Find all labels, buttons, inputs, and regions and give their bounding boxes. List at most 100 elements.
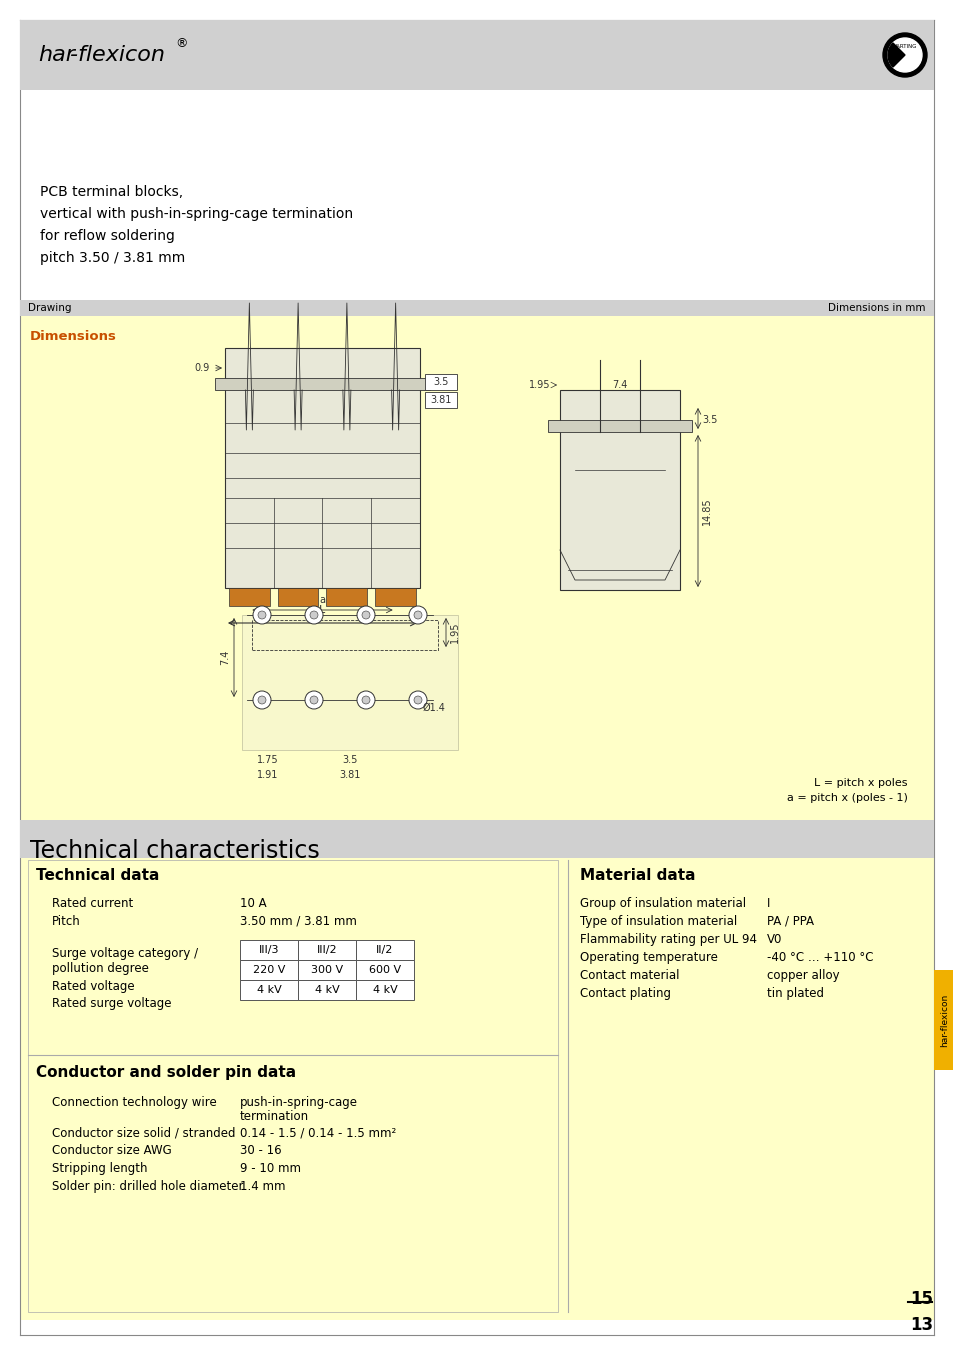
Bar (572, 860, 923, 1312)
Text: 3.5: 3.5 (433, 377, 448, 387)
Text: a = pitch x (poles - 1): a = pitch x (poles - 1) (786, 792, 907, 803)
Bar (277, 589, 318, 606)
Bar (240, 980, 297, 1000)
Text: Solder pin: drilled hole diameter: Solder pin: drilled hole diameter (52, 1180, 243, 1193)
Text: Drawing: Drawing (28, 302, 71, 313)
Text: 0.9: 0.9 (194, 363, 210, 373)
Text: Contact material: Contact material (579, 969, 679, 981)
Text: Rated current: Rated current (52, 896, 133, 910)
Bar (20, 20, 933, 90)
Text: Stripping length: Stripping length (52, 1162, 148, 1174)
Bar (933, 971, 953, 1071)
Text: 1.95: 1.95 (528, 379, 550, 390)
Text: Dimensions: Dimensions (30, 329, 117, 343)
Text: Group of insulation material: Group of insulation material (579, 896, 745, 910)
Text: 1.4 mm: 1.4 mm (240, 1180, 285, 1193)
Text: Conductor size solid / stranded: Conductor size solid / stranded (52, 1126, 235, 1139)
Bar (326, 589, 367, 606)
Text: Material data: Material data (579, 868, 695, 883)
Text: Conductor and solder pin data: Conductor and solder pin data (36, 1065, 295, 1080)
Text: Rated voltage: Rated voltage (52, 980, 134, 994)
Bar (20, 90, 933, 300)
Text: Connection technology wire: Connection technology wire (52, 1096, 216, 1108)
Bar (297, 980, 355, 1000)
Circle shape (257, 612, 266, 620)
Text: 1.91: 1.91 (256, 769, 278, 780)
Text: 14.85: 14.85 (701, 497, 711, 525)
Circle shape (361, 697, 370, 703)
Bar (355, 960, 414, 980)
Bar (375, 589, 416, 606)
Text: HARTING: HARTING (892, 43, 916, 49)
Text: Type of insulation material: Type of insulation material (579, 915, 737, 927)
Text: 3.5: 3.5 (701, 414, 717, 425)
Text: 30 - 16: 30 - 16 (240, 1143, 281, 1157)
Text: Dimensions in mm: Dimensions in mm (827, 302, 925, 313)
Circle shape (253, 691, 271, 709)
Bar (240, 960, 297, 980)
Circle shape (414, 612, 421, 620)
Text: 220 V: 220 V (253, 965, 285, 975)
Text: Contact plating: Contact plating (579, 987, 670, 1000)
Text: L: L (319, 605, 325, 616)
Text: push-in-spring-cage: push-in-spring-cage (240, 1096, 357, 1108)
Circle shape (305, 606, 323, 624)
Text: 7.4: 7.4 (220, 649, 230, 666)
Text: 9 - 10 mm: 9 - 10 mm (240, 1162, 301, 1174)
Text: ®: ® (174, 38, 188, 50)
Bar (20, 819, 933, 859)
Text: 10 A: 10 A (240, 896, 266, 910)
Bar (20, 859, 933, 1320)
Text: for reflow soldering: for reflow soldering (40, 230, 174, 243)
Text: Rated surge voltage: Rated surge voltage (52, 998, 172, 1010)
Text: Operating temperature: Operating temperature (579, 950, 717, 964)
Text: Pitch: Pitch (52, 915, 81, 927)
Text: 300 V: 300 V (311, 965, 343, 975)
Text: har: har (38, 45, 74, 65)
Text: pollution degree: pollution degree (52, 963, 149, 975)
Text: 13: 13 (909, 1316, 932, 1334)
Circle shape (253, 606, 271, 624)
Text: Ø1.4: Ø1.4 (422, 703, 445, 713)
Text: III/2: III/2 (316, 945, 337, 954)
Bar (424, 392, 456, 408)
Circle shape (305, 691, 323, 709)
Text: har-flexicon: har-flexicon (940, 994, 948, 1046)
Text: -flexicon: -flexicon (70, 45, 165, 65)
Text: 0.14 - 1.5 / 0.14 - 1.5 mm²: 0.14 - 1.5 / 0.14 - 1.5 mm² (240, 1126, 395, 1139)
Circle shape (356, 691, 375, 709)
Text: 4 kV: 4 kV (373, 986, 397, 995)
Bar (297, 940, 355, 960)
Text: L = pitch x poles: L = pitch x poles (814, 778, 907, 788)
Text: Technical data: Technical data (36, 868, 159, 883)
Text: PCB terminal blocks,: PCB terminal blocks, (40, 185, 183, 198)
Text: Surge voltage category /: Surge voltage category / (52, 946, 198, 960)
Text: Flammability rating per UL 94: Flammability rating per UL 94 (579, 933, 757, 946)
Text: V0: V0 (766, 933, 781, 946)
Circle shape (409, 606, 427, 624)
Bar (214, 378, 430, 390)
Text: PA / PPA: PA / PPA (766, 915, 813, 927)
Text: tin plated: tin plated (766, 987, 823, 1000)
Text: vertical with push-in-spring-cage termination: vertical with push-in-spring-cage termin… (40, 207, 353, 221)
Circle shape (310, 697, 317, 703)
Bar (225, 348, 419, 589)
Circle shape (310, 612, 317, 620)
Bar (28, 860, 558, 1312)
Bar (20, 316, 933, 819)
Text: copper alloy: copper alloy (766, 969, 839, 981)
Bar (240, 940, 297, 960)
Text: 1.75: 1.75 (256, 755, 278, 765)
Text: a: a (319, 595, 325, 605)
Text: I: I (766, 896, 770, 910)
Bar (297, 960, 355, 980)
Bar (355, 980, 414, 1000)
Circle shape (356, 606, 375, 624)
Bar (355, 940, 414, 960)
Circle shape (409, 691, 427, 709)
Text: pitch 3.50 / 3.81 mm: pitch 3.50 / 3.81 mm (40, 251, 185, 265)
Text: 4 kV: 4 kV (256, 986, 281, 995)
Bar (424, 374, 456, 390)
Bar (20, 300, 933, 316)
Bar (229, 589, 270, 606)
